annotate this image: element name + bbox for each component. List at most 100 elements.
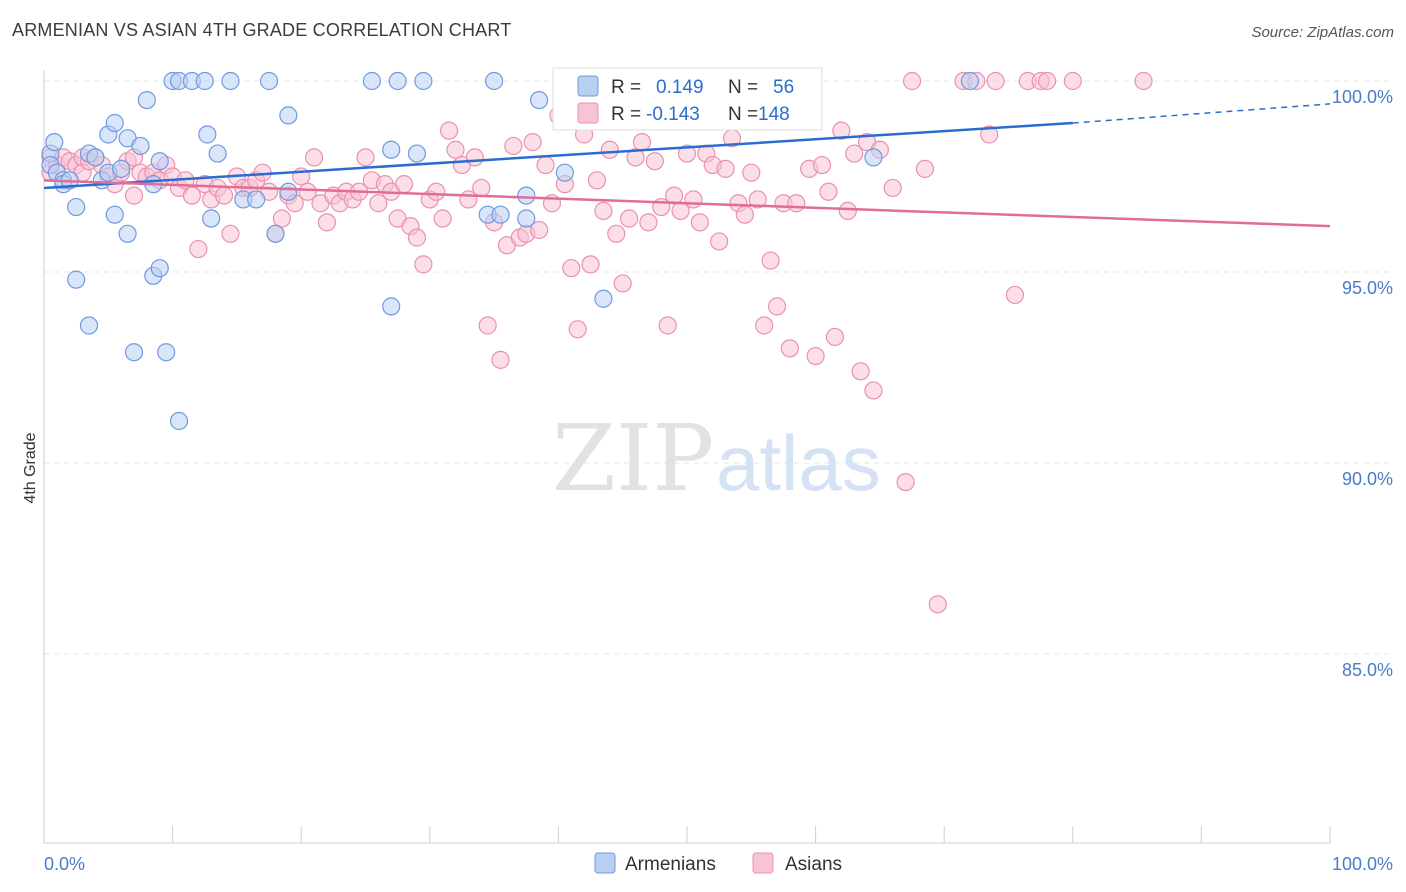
asian-data-point	[189, 239, 208, 259]
asian-data-point	[600, 140, 619, 159]
armenian-data-point	[79, 316, 99, 335]
series-legend: Armenians Asians	[594, 852, 842, 875]
asian-data-point	[767, 297, 787, 316]
armenian-data-point	[414, 71, 433, 91]
armenian-data-point	[67, 270, 86, 289]
legend-asians-swatch	[752, 852, 774, 874]
asian-data-point	[864, 381, 883, 400]
armenians-r-label: R =	[611, 77, 641, 98]
legend-armenians-label: Armenians	[625, 854, 716, 875]
x-tick-max: 100.0%	[1332, 854, 1393, 874]
armenian-data-point	[279, 106, 298, 125]
armenian-data-point	[124, 343, 144, 362]
armenian-data-point	[259, 71, 279, 91]
asian-data-point	[620, 209, 639, 228]
y-tick-label: 85.0%	[1342, 660, 1393, 680]
asians-r-value: -0.143	[646, 104, 700, 125]
armenian-data-point	[491, 205, 510, 224]
asian-data-point	[845, 144, 864, 163]
y-tick-label: 90.0%	[1342, 469, 1393, 489]
asian-data-point	[986, 71, 1005, 91]
asians-points	[41, 71, 1153, 614]
armenian-data-point	[45, 133, 64, 152]
chart-title: ARMENIAN VS ASIAN 4TH GRADE CORRELATION …	[12, 20, 512, 40]
y-tick-labels: 100.0% 95.0% 90.0% 85.0%	[1332, 87, 1393, 680]
asian-data-point	[665, 186, 684, 205]
armenians-r-value: 0.149	[656, 77, 704, 98]
armenian-data-point	[86, 148, 105, 167]
asian-data-point	[613, 274, 632, 293]
asian-data-point	[639, 213, 658, 232]
armenian-data-point	[247, 190, 266, 209]
asian-data-point	[523, 133, 542, 152]
asian-data-point	[530, 220, 549, 240]
armenians-swatch	[577, 75, 599, 97]
asian-data-point	[562, 259, 581, 278]
asian-data-point	[478, 316, 497, 335]
asian-data-point	[735, 205, 754, 224]
asian-data-point	[594, 201, 613, 220]
asian-data-point	[761, 251, 780, 270]
watermark-atlas: atlas	[716, 419, 881, 507]
stats-legend: R = 0.149 N = 56 R = -0.143 N = 148	[552, 67, 823, 131]
armenian-data-point	[555, 163, 574, 182]
asian-data-point	[915, 159, 935, 178]
asian-data-point	[1134, 71, 1153, 91]
asian-data-point	[716, 159, 735, 178]
y-tick-label: 100.0%	[1332, 87, 1393, 107]
asian-data-point	[645, 152, 664, 171]
asian-data-point	[812, 155, 832, 175]
armenian-data-point	[208, 144, 227, 163]
armenian-data-point	[150, 152, 169, 171]
asian-data-point	[902, 71, 922, 91]
asian-data-point	[298, 182, 317, 201]
armenian-data-point	[382, 297, 401, 316]
armenian-data-point	[67, 197, 86, 217]
asian-data-point	[446, 140, 465, 159]
asian-data-point	[1005, 285, 1025, 305]
armenian-data-point	[485, 71, 504, 91]
armenians-trend-line	[43, 121, 1073, 190]
asian-data-point	[677, 144, 697, 163]
asian-data-point	[928, 595, 947, 614]
asians-swatch	[577, 102, 599, 124]
asian-data-point	[607, 224, 626, 243]
asian-data-point	[851, 362, 870, 381]
asian-data-point	[626, 148, 645, 167]
armenian-data-point	[530, 90, 549, 110]
legend-armenians-swatch	[594, 852, 616, 874]
asian-data-point	[1063, 71, 1082, 91]
asian-data-point	[414, 255, 433, 274]
asian-data-point	[710, 232, 729, 251]
asian-data-point	[568, 320, 587, 339]
armenian-data-point	[157, 343, 176, 362]
asian-data-point	[825, 327, 844, 347]
asian-data-point	[787, 194, 806, 213]
asian-data-point	[182, 186, 201, 205]
asian-data-point	[356, 148, 375, 167]
x-tick-min: 0.0%	[44, 854, 85, 874]
armenian-data-point	[864, 148, 883, 167]
asians-n-label: N =	[728, 104, 758, 125]
armenian-data-point	[105, 205, 124, 224]
asian-data-point	[748, 190, 767, 209]
asian-data-point	[832, 121, 851, 140]
armenian-data-point	[112, 159, 131, 178]
asian-data-point	[896, 473, 915, 492]
asian-data-point	[742, 163, 761, 182]
y-axis-title: 4th Grade	[22, 432, 39, 503]
asian-data-point	[465, 148, 484, 167]
asian-data-point	[632, 133, 652, 152]
armenian-data-point	[137, 90, 156, 110]
asian-data-point	[491, 350, 510, 369]
armenian-data-point	[517, 209, 536, 228]
armenian-data-point	[118, 224, 137, 243]
asian-data-point	[439, 121, 459, 140]
trend-lines	[43, 103, 1331, 228]
asian-data-point	[433, 209, 452, 228]
asian-data-point	[504, 136, 523, 156]
armenians-n-value: 56	[773, 77, 794, 98]
y-tick-label: 95.0%	[1342, 278, 1393, 298]
source-label: Source: ZipAtlas.com	[1251, 24, 1394, 41]
